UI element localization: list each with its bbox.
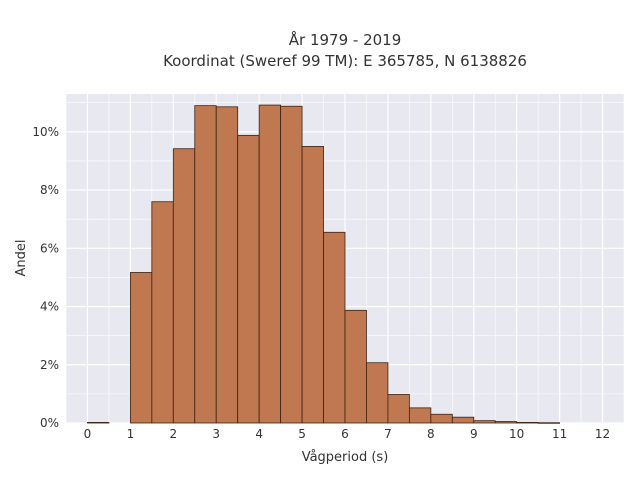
x-tick-label: 1 xyxy=(127,427,135,441)
y-tick-label: 6% xyxy=(40,241,59,255)
histogram-bar xyxy=(301,146,324,424)
x-tick-labels: 0 1 2 3 4 5 6 7 8 9 10 11 12 xyxy=(84,427,611,441)
chart-title-line-2: Koordinat (Sweref 99 TM): E 365785, N 61… xyxy=(163,52,527,70)
histogram-bar xyxy=(473,420,496,424)
x-tick-label: 11 xyxy=(552,427,567,441)
histogram-bar xyxy=(516,422,539,424)
histogram-bar xyxy=(258,104,282,424)
histogram-bar xyxy=(451,416,475,424)
histogram-bar xyxy=(151,201,174,424)
histogram-bar xyxy=(87,422,110,424)
histogram-bar xyxy=(537,422,561,424)
x-tick-label: 6 xyxy=(341,427,349,441)
histogram-bar xyxy=(215,106,239,424)
histogram-bar xyxy=(494,421,518,424)
y-tick-label: 8% xyxy=(40,183,59,197)
x-tick-label: 0 xyxy=(84,427,92,441)
x-tick-label: 5 xyxy=(298,427,306,441)
histogram-bar xyxy=(237,134,260,424)
y-tick-labels: 0% 2% 4% 6% 8% 10% xyxy=(32,125,59,430)
x-tick-label: 12 xyxy=(595,427,610,441)
x-tick-label: 3 xyxy=(212,427,220,441)
x-tick-label: 10 xyxy=(509,427,524,441)
y-tick-label: 10% xyxy=(32,125,59,139)
y-tick-label: 2% xyxy=(40,358,59,372)
histogram-bar xyxy=(366,362,389,424)
x-tick-label: 9 xyxy=(470,427,478,441)
histogram-bar xyxy=(323,231,346,424)
histogram-bar xyxy=(194,105,217,424)
chart-title-line-1: År 1979 - 2019 xyxy=(289,30,402,49)
histogram-bar xyxy=(430,413,453,424)
x-axis-title: Vågperiod (s) xyxy=(302,450,389,465)
histogram-bar xyxy=(172,148,196,424)
y-axis-title: Andel xyxy=(14,240,29,277)
x-tick-label: 2 xyxy=(169,427,177,441)
x-tick-label: 4 xyxy=(255,427,263,441)
histogram-bar xyxy=(344,309,367,424)
x-tick-label: 7 xyxy=(384,427,392,441)
y-tick-label: 4% xyxy=(40,300,59,314)
histogram-bar xyxy=(387,394,410,424)
histogram-bar xyxy=(129,272,153,424)
bars xyxy=(87,104,561,424)
y-tick-label: 0% xyxy=(40,416,59,430)
histogram-bar xyxy=(408,407,432,424)
x-tick-label: 8 xyxy=(427,427,435,441)
histogram-bar xyxy=(280,105,303,424)
